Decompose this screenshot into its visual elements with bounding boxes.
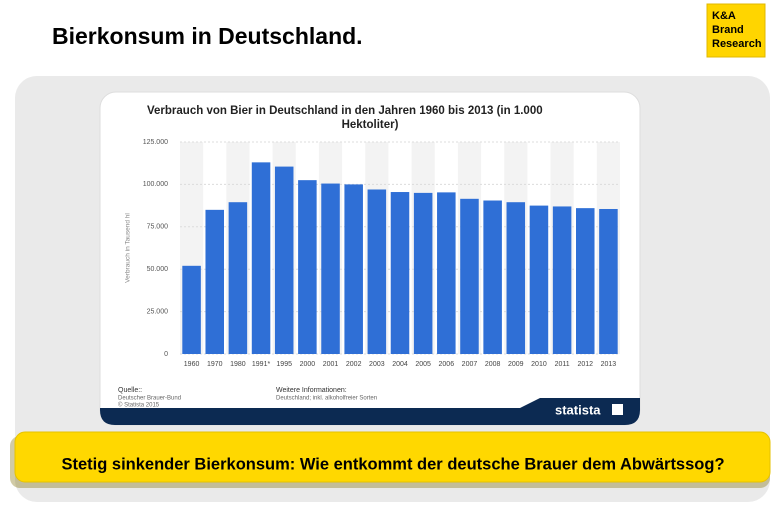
x-tick-label: 1980: [230, 361, 246, 368]
x-tick-label: 2005: [415, 361, 431, 368]
x-tick-label: 2007: [462, 361, 478, 368]
bar: [437, 192, 456, 354]
y-tick-label: 25.000: [147, 308, 169, 315]
y-tick-label: 125.000: [143, 139, 168, 146]
y-tick-label: 0: [164, 351, 168, 358]
chart-title: Verbrauch von Bier in Deutschland in den…: [147, 105, 543, 117]
source-heading: Quelle::: [118, 387, 142, 394]
source-text: Deutscher Brauer-Bund: [118, 396, 181, 402]
bar: [182, 265, 201, 354]
bar: [251, 162, 271, 354]
x-tick-label: 2011: [555, 361, 570, 368]
bar: [367, 189, 387, 354]
bar: [413, 192, 433, 354]
bar: [552, 206, 572, 354]
brand-logo: statista: [555, 402, 601, 417]
y-axis-label: Verbrauch in Tausend hl: [125, 213, 132, 283]
bar: [529, 205, 549, 354]
x-tick-label: 1995: [276, 361, 292, 368]
x-tick-label: 2004: [392, 361, 408, 368]
bar: [576, 208, 595, 354]
bar: [483, 200, 502, 354]
source-text: © Statista 2015: [118, 402, 160, 409]
logo-box: [706, 3, 766, 58]
bar: [599, 208, 618, 354]
y-tick-label: 50.000: [147, 266, 169, 273]
bar: [344, 184, 363, 354]
bar: [274, 166, 294, 354]
chart-title: Hektoliter): [342, 119, 399, 131]
x-tick-label: 2003: [369, 361, 385, 368]
y-tick-label: 100.000: [143, 181, 168, 188]
banner-text: Stetig sinkender Bierkonsum: Wie entkomm…: [61, 455, 724, 473]
bar: [298, 180, 317, 354]
bar: [321, 183, 340, 354]
x-tick-label: 1960: [184, 361, 200, 368]
x-tick-label: 2012: [577, 361, 593, 368]
y-tick-label: 75.000: [147, 224, 169, 231]
logo-text: Brand: [712, 24, 744, 36]
bar: [205, 209, 224, 354]
x-tick-label: 2008: [485, 361, 501, 368]
x-tick-label: 2001: [323, 361, 339, 368]
logo-text: K&A: [712, 10, 736, 22]
x-tick-label: 2002: [346, 361, 362, 368]
x-tick-label: 2006: [439, 361, 455, 368]
bar: [390, 192, 410, 354]
slide-title: Bierkonsum in Deutschland.: [52, 23, 363, 49]
logo-text: Research: [712, 38, 762, 50]
brand-icon: [612, 404, 623, 415]
x-tick-label: 2010: [531, 361, 547, 368]
info-text: Deutschland; inkl. alkoholfreier Sorten: [276, 396, 377, 402]
bar: [506, 202, 526, 354]
info-heading: Weitere Informationen:: [276, 387, 347, 394]
footer-band: [100, 398, 640, 425]
x-tick-label: 1970: [207, 361, 223, 368]
bar: [460, 198, 479, 354]
x-tick-label: 2009: [508, 361, 524, 368]
x-tick-label: 2013: [601, 361, 617, 368]
banner: [14, 431, 771, 483]
bar: [228, 202, 248, 354]
x-tick-label: 2000: [300, 361, 316, 368]
x-tick-label: 1991*: [252, 361, 271, 368]
